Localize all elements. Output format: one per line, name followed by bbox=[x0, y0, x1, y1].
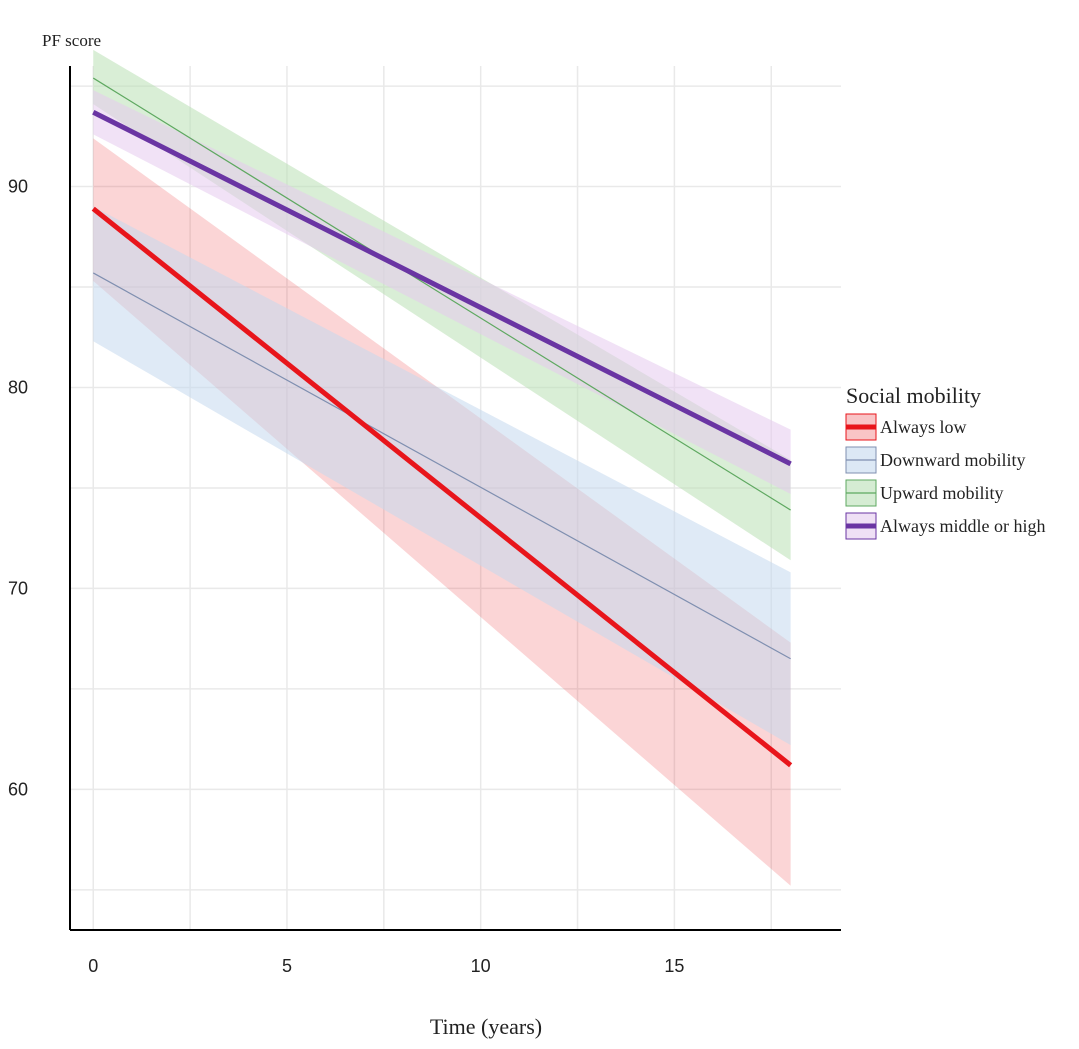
ci-band-always-middle-or-high bbox=[93, 90, 791, 494]
axes bbox=[69, 66, 841, 931]
legend-label-always-middle-or-high: Always middle or high bbox=[880, 516, 1045, 536]
x-tick-label: 15 bbox=[664, 956, 684, 976]
series-line-always-low bbox=[91, 206, 793, 768]
series-line-upward-mobility bbox=[92, 77, 791, 511]
legend: Social mobility Always low Downward mobil… bbox=[845, 383, 1045, 540]
legend-label-upward-mobility: Upward mobility bbox=[880, 483, 1004, 503]
legend-label-downward-mobility: Downward mobility bbox=[880, 450, 1026, 470]
legend-title: Social mobility bbox=[846, 383, 981, 408]
x-tick-label: 5 bbox=[282, 956, 292, 976]
tick-labels: 0 5 10 15 60 70 80 90 bbox=[8, 177, 684, 976]
series-line-downward-mobility bbox=[92, 272, 791, 660]
y-tick-label: 60 bbox=[8, 779, 28, 799]
series-line-always-middle-or-high bbox=[92, 109, 792, 467]
y-tick-label: 80 bbox=[8, 377, 28, 397]
x-axis-title: Time (years) bbox=[430, 1014, 542, 1039]
series-lines bbox=[91, 77, 793, 768]
legend-label-always-low: Always low bbox=[880, 417, 967, 437]
y-tick-label: 70 bbox=[8, 578, 28, 598]
y-axis-title: PF score bbox=[42, 31, 101, 50]
x-tick-label: 0 bbox=[88, 956, 98, 976]
ci-band-downward-mobility bbox=[93, 206, 791, 746]
confidence-bands bbox=[93, 49, 791, 886]
y-tick-label: 90 bbox=[8, 177, 28, 197]
x-tick-label: 10 bbox=[471, 956, 491, 976]
